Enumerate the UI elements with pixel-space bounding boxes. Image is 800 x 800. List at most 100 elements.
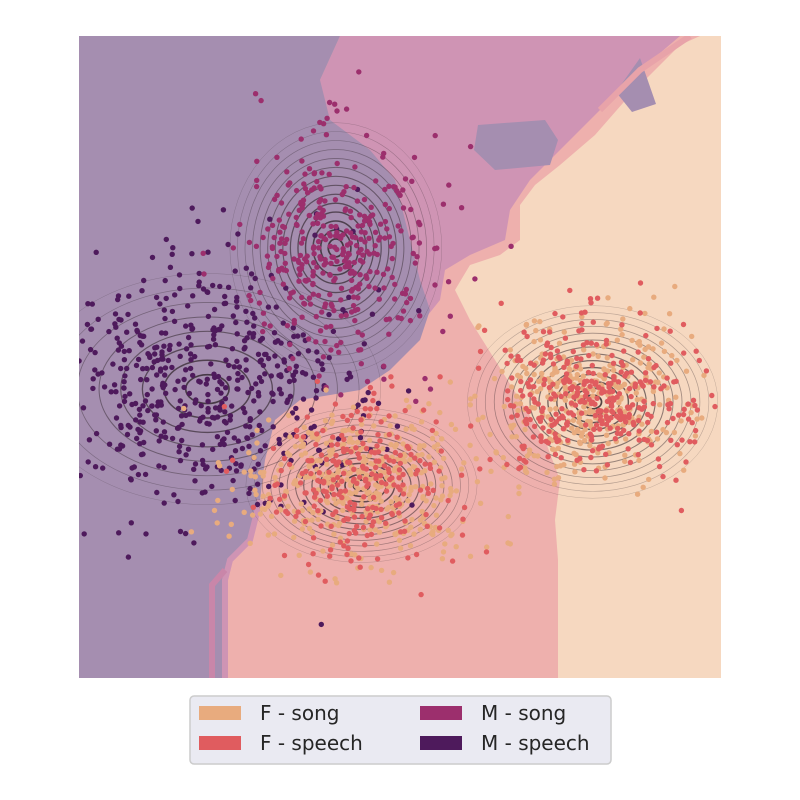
scatter-point-m-speech — [87, 346, 94, 353]
kde-contour-line — [289, 193, 382, 303]
scatter-point-f-song — [359, 501, 365, 507]
scatter-point-f-speech — [308, 470, 314, 477]
scatter-point-m-speech — [196, 270, 202, 277]
scatter-point-f-speech — [538, 434, 544, 441]
scatter-point-f-speech — [580, 342, 587, 348]
scatter-point-f-speech — [542, 351, 549, 357]
scatter-point-f-speech — [281, 493, 288, 499]
scatter-point-f-song — [568, 357, 575, 363]
scatter-point-m-speech — [121, 385, 127, 391]
scatter-point-f-speech — [554, 348, 561, 354]
scatter-point-f-song — [439, 483, 445, 489]
scatter-point-f-song — [409, 516, 415, 523]
scatter-point-m-speech — [211, 306, 218, 313]
scatter-point-m-speech — [192, 400, 198, 406]
scatter-point-f-speech — [544, 340, 551, 346]
scatter-point-m-song — [299, 314, 305, 320]
scatter-point-f-speech — [378, 506, 384, 513]
scatter-point-m-song — [280, 281, 286, 287]
scatter-point-m-speech — [234, 358, 240, 364]
scatter-point-m-speech — [346, 294, 352, 300]
scatter-point-f-speech — [636, 437, 642, 443]
scatter-point-m-song — [293, 187, 300, 194]
scatter-point-f-song — [522, 465, 528, 471]
scatter-point-m-speech — [188, 342, 194, 348]
scatter-point-f-speech — [567, 287, 573, 294]
scatter-point-f-speech — [344, 417, 351, 423]
scatter-point-m-speech — [171, 492, 177, 498]
scatter-point-f-song — [368, 460, 374, 467]
scatter-point-f-song — [249, 512, 256, 518]
scatter-point-m-song — [230, 245, 236, 251]
scatter-point-f-song — [246, 450, 252, 456]
scatter-point-f-song — [181, 405, 187, 412]
scatter-point-m-speech — [326, 355, 332, 361]
scatter-point-f-speech — [273, 509, 280, 515]
scatter-point-f-song — [358, 421, 365, 428]
scatter-point-f-speech — [560, 314, 566, 320]
scatter-point-f-speech — [604, 415, 610, 421]
scatter-point-f-song — [531, 371, 537, 378]
scatter-point-m-song — [294, 222, 300, 228]
scatter-point-m-speech — [106, 441, 113, 447]
scatter-point-m-song — [306, 212, 312, 219]
kde-contour-line — [267, 166, 405, 329]
scatter-point-f-speech — [665, 402, 671, 408]
scatter-point-f-speech — [550, 381, 556, 387]
scatter-point-f-speech — [548, 344, 554, 351]
scatter-point-m-speech — [210, 336, 217, 342]
scatter-point-m-speech — [278, 340, 284, 346]
scatter-point-m-song — [380, 271, 387, 277]
scatter-point-f-song — [356, 468, 363, 474]
scatter-point-m-song — [320, 121, 327, 127]
scatter-point-f-song — [507, 347, 513, 353]
scatter-point-m-speech — [365, 389, 371, 396]
scatter-point-f-speech — [337, 539, 343, 545]
scatter-point-f-speech — [564, 422, 570, 428]
scatter-point-m-speech — [204, 376, 210, 382]
scatter-point-f-speech — [531, 396, 537, 402]
scatter-point-m-speech — [260, 362, 267, 369]
scatter-point-m-song — [330, 254, 337, 260]
scatter-point-m-speech — [248, 271, 255, 277]
scatter-point-f-song — [537, 337, 544, 343]
scatter-point-m-song — [200, 250, 206, 256]
scatter-point-f-speech — [524, 333, 530, 340]
scatter-point-m-song — [400, 187, 406, 193]
legend-label-m-song: M - song — [481, 701, 566, 725]
scatter-point-f-speech — [417, 458, 423, 464]
scatter-point-m-speech — [239, 374, 245, 381]
scatter-point-m-song — [313, 215, 319, 221]
scatter-point-f-speech — [681, 406, 687, 412]
scatter-point-f-speech — [398, 529, 404, 535]
scatter-point-f-speech — [327, 553, 333, 559]
scatter-point-m-speech — [191, 540, 197, 546]
scatter-point-m-speech — [181, 376, 187, 383]
scatter-point-f-speech — [350, 425, 356, 431]
scatter-point-f-speech — [358, 429, 364, 435]
scatter-point-f-speech — [397, 460, 403, 467]
scatter-point-m-speech — [232, 268, 238, 274]
scatter-point-f-song — [326, 448, 333, 454]
scatter-point-m-speech — [233, 298, 240, 304]
scatter-point-m-song — [359, 222, 366, 229]
scatter-point-f-speech — [660, 473, 666, 480]
scatter-point-m-song — [338, 339, 344, 346]
kde-contour-line — [502, 332, 683, 472]
scatter-point-f-speech — [318, 452, 325, 458]
scatter-point-f-speech — [574, 385, 580, 391]
scatter-point-m-speech — [311, 423, 317, 430]
scatter-point-f-song — [688, 409, 694, 416]
scatter-point-f-speech — [585, 369, 592, 376]
scatter-point-f-speech — [330, 477, 337, 483]
scatter-point-m-speech — [166, 346, 173, 353]
scatter-point-m-song — [357, 272, 363, 278]
scatter-point-f-song — [390, 569, 397, 576]
scatter-point-f-song — [309, 517, 315, 523]
scatter-point-m-speech — [132, 321, 139, 327]
scatter-point-m-speech — [135, 426, 141, 433]
scatter-point-m-speech — [112, 311, 119, 317]
scatter-point-f-speech — [632, 384, 638, 390]
scatter-point-m-song — [284, 322, 291, 329]
scatter-point-m-speech — [212, 405, 219, 411]
